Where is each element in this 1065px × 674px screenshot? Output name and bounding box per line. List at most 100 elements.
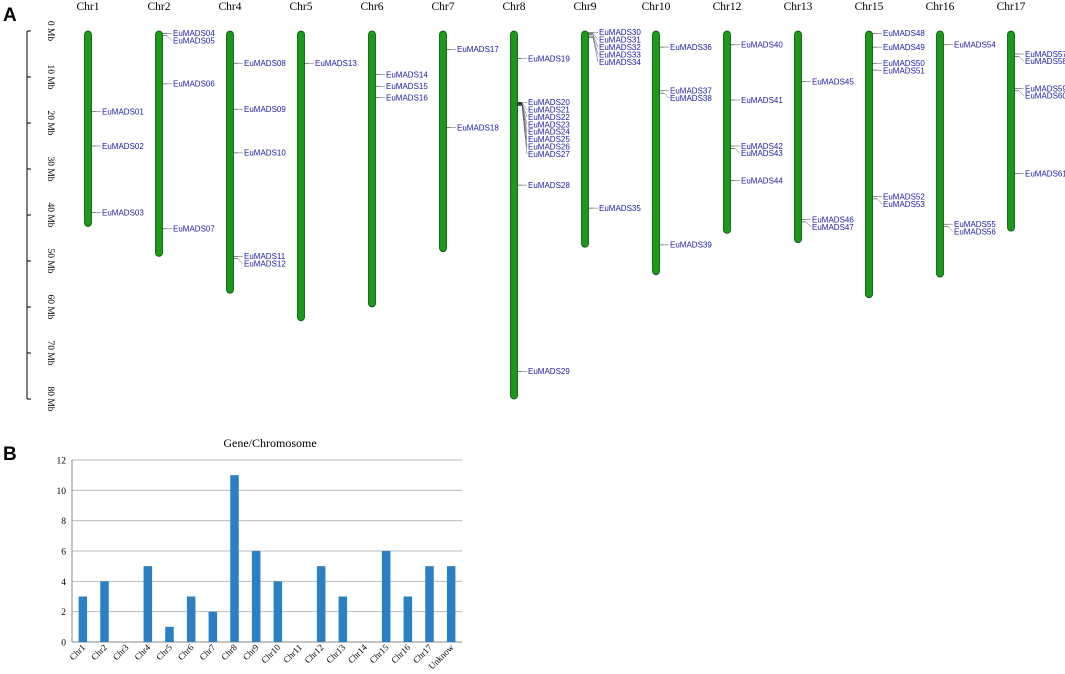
chromosome-chr4: Chr4 EuMADS08 EuMADS09 EuMADS10 EuMADS11EuMA… xyxy=(219,1,286,294)
gene-connector xyxy=(592,35,599,55)
scale-tick-label: 50 Mb xyxy=(45,248,55,273)
y-tick-label: 6 xyxy=(61,548,66,558)
gene-label-eumads38: EuMADS38 xyxy=(670,94,712,103)
gene-label-eumads28: EuMADS28 xyxy=(528,181,570,190)
x-tick-label: Chr13 xyxy=(324,642,347,665)
y-tick-label: 10 xyxy=(57,487,67,497)
chromosome-label: Chr5 xyxy=(290,1,313,13)
scale-bar: 0 Mb 10 Mb 20 Mb 30 Mb 40 Mb 50 Mb 60 Mb 70 Mb 8… xyxy=(26,21,55,412)
x-tick-label: Chr9 xyxy=(241,642,261,662)
gene-label-eumads27: EuMADS27 xyxy=(528,150,570,159)
chromosome-chr7: Chr7 EuMADS17 EuMADS18 xyxy=(432,1,499,253)
gene-label-eumads42: EuMADS42 xyxy=(741,142,783,151)
gene-label-eumads17: EuMADS17 xyxy=(457,45,499,54)
gene-connector xyxy=(521,103,528,118)
chromosome-label: Chr13 xyxy=(784,1,813,13)
scale-tick-label: 80 Mb xyxy=(45,386,55,411)
bar-x-axis: Chr1 Chr2 Chr3 Chr4 Chr5 Chr6 Chr7 Chr8 Chr9Chr1… xyxy=(67,642,455,671)
chromosome-set: Chr1 EuMADS01 EuMADS02 EuMADS03 Chr2 EuMADS04… xyxy=(77,1,1065,400)
chromosome-bar xyxy=(794,30,802,244)
scale-tick-label: 70 Mb xyxy=(45,340,55,365)
bar-grid xyxy=(71,459,462,643)
chromosome-bar xyxy=(1007,30,1015,232)
y-tick-label: 0 xyxy=(61,639,66,649)
chromosome-bar xyxy=(84,30,92,227)
bar-chr15 xyxy=(381,551,391,642)
chromosome-bar xyxy=(581,30,589,248)
chromosome-label: Chr8 xyxy=(503,1,526,13)
scale-tick-label: 30 Mb xyxy=(45,156,55,181)
x-tick-label: Chr7 xyxy=(197,642,217,662)
gene-label-eumads52: EuMADS52 xyxy=(883,192,925,201)
chromosome-label: Chr2 xyxy=(148,1,171,13)
gene-label-eumads46: EuMADS46 xyxy=(812,215,854,224)
gene-label-eumads05: EuMADS05 xyxy=(173,37,215,46)
chromosome-label: Chr9 xyxy=(574,1,597,13)
gene-connector xyxy=(521,105,528,155)
chromosome-label: Chr10 xyxy=(642,1,671,13)
bar-chr16 xyxy=(403,596,413,642)
gene-label-eumads31: EuMADS31 xyxy=(599,36,641,45)
chromosome-chr8: Chr8EuMADS19EuMADS20EuMADS21EuMADS22EuMA… xyxy=(503,1,570,400)
bar-chr13 xyxy=(338,596,348,642)
gene-label-eumads01: EuMADS01 xyxy=(102,107,144,116)
gene-label-eumads39: EuMADS39 xyxy=(670,241,712,250)
gene-label-eumads14: EuMADS14 xyxy=(386,71,428,80)
bar-chr12 xyxy=(316,566,326,642)
gene-label-eumads40: EuMADS40 xyxy=(741,41,783,50)
x-tick-label: Chr8 xyxy=(219,642,239,662)
gene-label-eumads36: EuMADS36 xyxy=(670,43,712,52)
gene-connector xyxy=(663,92,670,99)
panel-b-label: B xyxy=(3,444,17,465)
gene-label-eumads48: EuMADS48 xyxy=(883,29,925,38)
y-tick-label: 8 xyxy=(61,517,66,527)
x-tick-label: Chr10 xyxy=(259,642,282,665)
gene-label-eumads18: EuMADS18 xyxy=(457,123,499,132)
gene-label-eumads35: EuMADS35 xyxy=(599,204,641,213)
scale-tick-label: 10 Mb xyxy=(45,64,55,89)
x-tick-label: Chr2 xyxy=(89,642,109,662)
gene-label-eumads37: EuMADS37 xyxy=(670,87,712,96)
bar-chr7 xyxy=(208,611,218,642)
chromosome-bar xyxy=(439,30,447,253)
bar-unknow xyxy=(446,566,456,642)
gene-label-eumads41: EuMADS41 xyxy=(741,96,783,105)
bar-chr5 xyxy=(165,626,174,642)
bar-chr17 xyxy=(425,566,434,642)
gene-label-eumads47: EuMADS47 xyxy=(812,223,854,232)
gene-label-eumads34: EuMADS34 xyxy=(599,58,641,67)
gene-label-eumads60: EuMADS60 xyxy=(1025,92,1065,101)
gene-label-eumads57: EuMADS57 xyxy=(1025,50,1065,59)
gene-label-eumads29: EuMADS29 xyxy=(528,367,570,376)
gene-label-eumads07: EuMADS07 xyxy=(173,225,215,234)
gene-label-eumads45: EuMADS45 xyxy=(812,77,854,86)
gene-label-eumads23: EuMADS23 xyxy=(528,120,570,129)
chromosome-bar xyxy=(155,30,163,257)
y-tick-label: 2 xyxy=(61,608,66,618)
gene-connector xyxy=(592,37,599,63)
chromosome-bar xyxy=(865,30,873,299)
bar-chr6 xyxy=(186,596,196,642)
gene-label-eumads56: EuMADS56 xyxy=(954,227,996,236)
gene-connector xyxy=(734,148,741,154)
chromosome-chr6: Chr6 EuMADS14 EuMADS15 EuMADS16 xyxy=(361,1,428,308)
gene-label-eumads59: EuMADS59 xyxy=(1025,84,1065,93)
chromosome-label: Chr12 xyxy=(713,1,742,13)
gene-label-eumads06: EuMADS06 xyxy=(173,80,215,89)
bar-chr8 xyxy=(230,475,239,642)
bar-chr2 xyxy=(100,581,109,642)
bar-chr9 xyxy=(251,551,261,642)
gene-label-eumads49: EuMADS49 xyxy=(883,43,925,52)
x-tick-label: Chr5 xyxy=(154,642,174,662)
bar-series xyxy=(78,475,456,642)
x-tick-label: Chr11 xyxy=(281,642,304,665)
gene-label-eumads53: EuMADS53 xyxy=(883,200,925,209)
bar-chr4 xyxy=(143,566,153,642)
chromosome-label: Chr15 xyxy=(855,1,884,13)
